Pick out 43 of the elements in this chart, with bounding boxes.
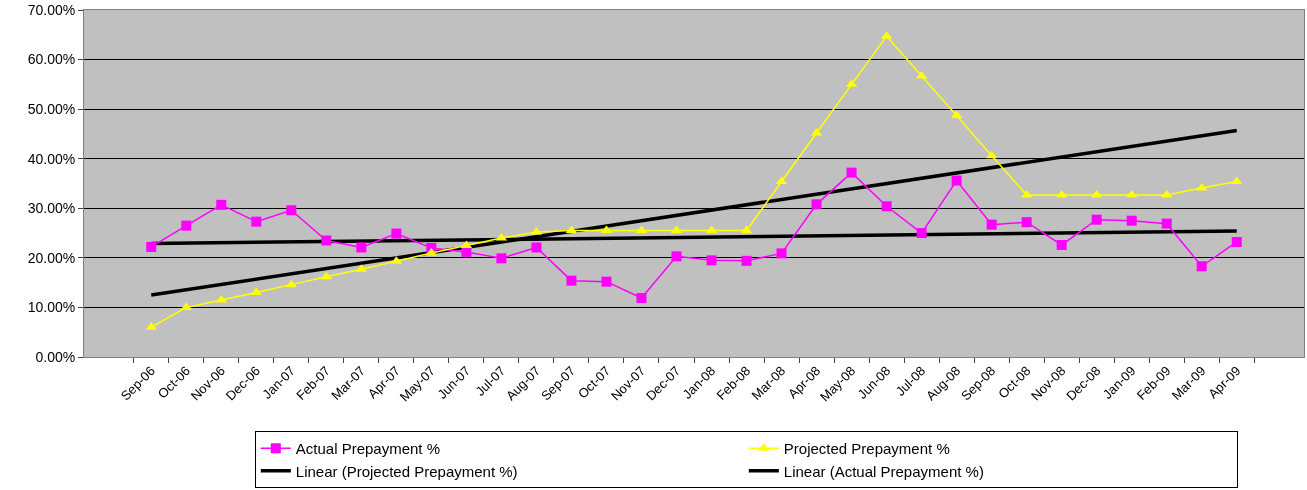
point xyxy=(986,219,997,230)
legend-label: Actual Prepayment % xyxy=(295,440,441,458)
point xyxy=(566,275,577,286)
y-tick-label: 60.00% xyxy=(27,51,76,68)
y-tick-label: 70.00% xyxy=(27,1,76,18)
point xyxy=(461,246,472,257)
point xyxy=(671,251,682,262)
y-tick-label: 0.00% xyxy=(35,348,76,365)
point xyxy=(531,242,542,253)
point xyxy=(706,255,717,266)
y-tick-label: 40.00% xyxy=(27,150,76,167)
point xyxy=(1056,239,1067,250)
point xyxy=(636,293,647,304)
point xyxy=(1196,261,1207,272)
legend-label: Linear (Projected Prepayment %) xyxy=(295,462,518,480)
point xyxy=(951,175,962,186)
y-tick-label: 20.00% xyxy=(27,249,76,266)
point xyxy=(776,248,787,259)
legend-label: Projected Prepayment % xyxy=(783,440,950,458)
y-tick-label: 30.00% xyxy=(27,200,76,217)
point xyxy=(846,167,857,178)
y-tick-label: 50.00% xyxy=(27,101,76,118)
point xyxy=(216,199,227,210)
point xyxy=(286,205,297,216)
y-tick-label: 10.00% xyxy=(27,299,76,316)
point xyxy=(181,220,192,231)
point xyxy=(811,199,822,210)
point xyxy=(251,216,262,227)
point xyxy=(356,242,367,253)
point xyxy=(881,201,892,212)
point xyxy=(916,228,927,239)
point xyxy=(146,241,157,252)
point xyxy=(601,276,612,287)
point xyxy=(391,228,402,239)
point xyxy=(1126,215,1137,226)
point xyxy=(1231,236,1242,247)
point xyxy=(741,255,752,266)
point xyxy=(1161,218,1172,229)
point xyxy=(1091,214,1102,225)
point xyxy=(321,235,332,246)
legend-label: Linear (Actual Prepayment %) xyxy=(783,462,984,480)
point xyxy=(496,253,507,264)
point xyxy=(1021,217,1032,228)
